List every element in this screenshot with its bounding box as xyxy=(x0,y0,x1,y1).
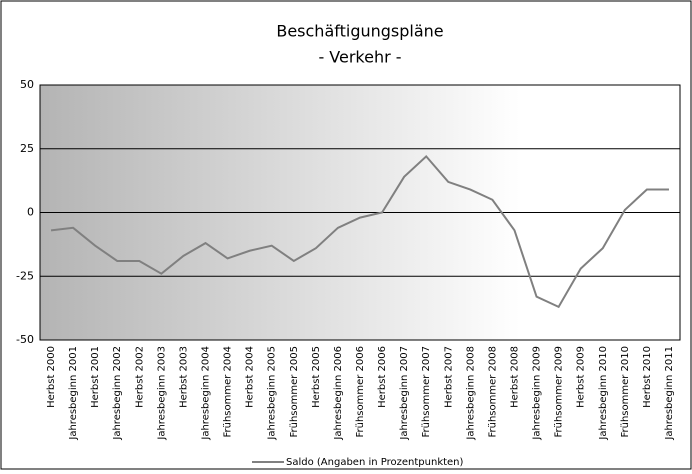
x-tick-label: Frühsommer 2004 xyxy=(223,346,234,438)
x-tick-label: Jahresbeginn 2003 xyxy=(156,346,167,441)
legend-label: Saldo (Angaben in Prozentpunkten) xyxy=(286,457,464,468)
y-tick-label: 50 xyxy=(20,78,34,91)
y-tick-label: -25 xyxy=(16,269,34,282)
x-tick-label: Herbst 2010 xyxy=(642,346,653,408)
x-tick-label: Herbst 2003 xyxy=(178,346,189,408)
x-tick-label: Herbst 2005 xyxy=(311,346,322,408)
x-tick-label: Jahresbeginn 2002 xyxy=(112,346,123,441)
x-tick-label: Herbst 2001 xyxy=(90,346,101,408)
y-tick-label: 25 xyxy=(20,142,34,155)
y-tick-label: 0 xyxy=(27,206,34,219)
x-tick-label: Frühsommer 2005 xyxy=(289,346,300,438)
x-tick-label: Jahresbeginn 2008 xyxy=(465,346,476,441)
y-tick-label: -50 xyxy=(16,333,34,346)
x-tick-label: Herbst 2004 xyxy=(245,346,256,408)
x-tick-label: Jahresbeginn 2010 xyxy=(598,346,609,441)
x-tick-label: Jahresbeginn 2004 xyxy=(201,346,212,441)
x-tick-label: Frühsommer 2008 xyxy=(487,346,498,438)
data-line xyxy=(50,154,669,309)
x-tick-label: Jahresbeginn 2001 xyxy=(68,346,79,441)
x-tick-label: Jahresbeginn 2005 xyxy=(267,346,278,441)
x-tick-label: Herbst 2006 xyxy=(377,346,388,408)
x-tick-label: Frühsommer 2009 xyxy=(554,346,565,438)
x-tick-label: Herbst 2007 xyxy=(443,346,454,408)
x-tick-label: Frühsommer 2010 xyxy=(620,346,631,438)
x-tick-label: Jahresbeginn 2006 xyxy=(333,346,344,441)
x-tick-label: Frühsommer 2006 xyxy=(355,346,366,438)
x-tick-label: Jahresbeginn 2009 xyxy=(532,346,543,441)
x-tick-label: Herbst 2000 xyxy=(46,346,57,408)
chart-title: Beschäftigungspläne xyxy=(276,22,443,41)
x-tick-label: Jahresbeginn 2007 xyxy=(399,346,410,441)
x-tick-label: Herbst 2009 xyxy=(576,346,587,408)
x-tick-label: Jahresbeginn 2011 xyxy=(664,346,675,441)
x-tick-label: Herbst 2002 xyxy=(134,346,145,408)
x-tick-label: Herbst 2008 xyxy=(509,346,520,408)
chart-subtitle: - Verkehr - xyxy=(318,48,401,67)
x-tick-label: Frühsommer 2007 xyxy=(421,346,432,438)
